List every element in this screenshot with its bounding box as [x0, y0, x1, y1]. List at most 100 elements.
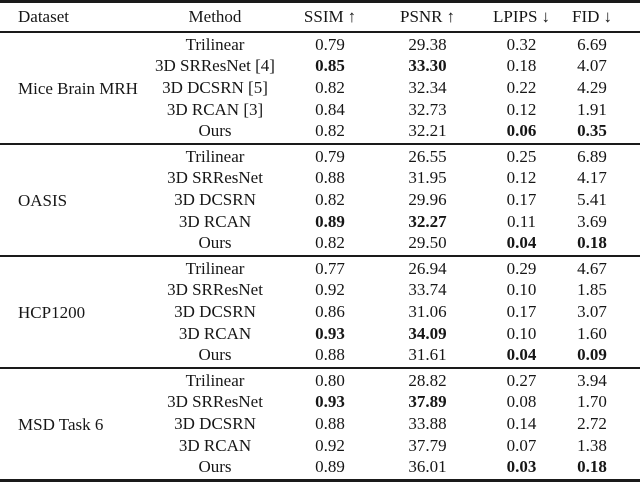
ssim-value-cell: 0.82 [315, 77, 345, 97]
fid-value-cell: 6.69 [577, 34, 607, 54]
fid-value-cell: 4.67 [577, 258, 607, 278]
ssim-value-cell: 0.82 [315, 120, 345, 140]
lpips-value-cell: 0.10 [506, 279, 537, 299]
psnr-value-cell: 34.09 [408, 323, 447, 343]
fid-value-cell: 1.60 [577, 323, 607, 343]
table-row: 3D RCAN [3] 0.84 32.73 0.12 1.91 [0, 99, 640, 121]
method-cell: 3D RCAN [178, 323, 252, 343]
ssim-value-cell: 0.85 [315, 55, 345, 75]
lpips-value-cell: 0.12 [506, 167, 537, 187]
dataset-label: Mice Brain MRH [18, 78, 138, 98]
ssim-value-cell: 0.82 [315, 232, 345, 252]
lpips-value-cell: 0.04 [506, 232, 537, 252]
method-cell: 3D RCAN [178, 435, 252, 455]
psnr-value-cell: 29.38 [408, 34, 447, 54]
fid-value-cell: 0.18 [577, 456, 607, 476]
method-cell: 3D SRResNet [167, 279, 263, 299]
psnr-value-cell: 32.34 [408, 77, 447, 97]
psnr-value-cell: 37.89 [408, 391, 447, 411]
table-row: MSD Task 6 Trilinear 0.80 28.82 0.27 3.94 [0, 368, 640, 434]
method-cell: Trilinear [185, 34, 245, 54]
fid-value-cell: 1.70 [577, 391, 607, 411]
lpips-value-cell: 0.08 [506, 391, 537, 411]
fid-value-cell: 3.07 [577, 301, 607, 321]
column-header-label: SSIM [303, 6, 344, 26]
psnr-value-cell: 33.74 [408, 279, 447, 299]
psnr-value-cell: 37.79 [408, 435, 447, 455]
lpips-value-cell: 0.17 [506, 301, 537, 321]
lpips-value-cell: 0.11 [506, 211, 537, 231]
lpips-value-cell: 0.03 [506, 456, 537, 476]
fid-value-cell: 1.85 [577, 279, 607, 299]
column-header-label: Dataset [18, 6, 69, 26]
column-header-label: PSNR [399, 6, 443, 26]
table-row: 3D RCAN 0.92 37.79 0.07 1.38 [0, 435, 640, 457]
lpips-value-cell: 0.32 [506, 34, 537, 54]
dataset-label: HCP1200 [18, 302, 86, 322]
ssim-value-cell: 0.92 [315, 279, 345, 299]
lpips-value-cell: 0.12 [506, 99, 537, 119]
method-cell: Ours [198, 344, 232, 364]
method-cell: Trilinear [185, 370, 245, 390]
dataset-group-hcp1200: HCP1200 Trilinear 0.77 26.94 0.29 4.67 3D SRRe… [0, 255, 640, 368]
psnr-value-cell: 26.94 [408, 258, 447, 278]
table-header: Dataset Method SSIM ↑ PSNR ↑ LPIPS ↓ FID ↓ [0, 2, 640, 32]
fid-value-cell: 0.18 [577, 232, 607, 252]
table-row: Ours 0.82 29.50 0.04 0.18 [0, 233, 640, 256]
down-arrow-icon: ↓ [541, 6, 550, 26]
fid-value-cell: 4.29 [577, 77, 607, 97]
fid-value-cell: 0.35 [577, 120, 607, 140]
psnr-value-cell: 31.61 [408, 344, 447, 364]
ssim-value-cell: 0.77 [315, 258, 345, 278]
psnr-value-cell: 32.73 [408, 99, 447, 119]
ssim-value-cell: 0.84 [315, 99, 345, 119]
ssim-value-cell: 0.89 [315, 211, 345, 231]
up-arrow-icon: ↑ [446, 6, 456, 26]
psnr-value-cell: 29.96 [408, 189, 447, 209]
fid-value-cell: 4.07 [577, 55, 607, 75]
table-row: Mice Brain MRH Trilinear 0.79 29.38 0.32 6.69 [0, 32, 640, 98]
dataset-label: OASIS [18, 190, 68, 210]
psnr-value-cell: 33.88 [408, 413, 447, 433]
ssim-value-cell: 0.82 [315, 189, 345, 209]
lpips-value-cell: 0.17 [506, 189, 537, 209]
table-row: HCP1200 Trilinear 0.77 26.94 0.29 4.67 [0, 256, 640, 322]
fid-value-cell: 4.17 [577, 167, 607, 187]
table-row: 3D DCSRN 0.82 29.96 0.17 5.41 [0, 189, 640, 211]
table-row: Ours 0.82 32.21 0.06 0.35 [0, 121, 640, 144]
ssim-value-cell: 0.80 [315, 370, 345, 390]
psnr-value-cell: 28.82 [408, 370, 447, 390]
column-header-psnr: PSNR ↑ [380, 2, 475, 32]
lpips-value-cell: 0.29 [506, 258, 537, 278]
psnr-value-cell: 32.27 [408, 211, 447, 231]
fid-value-cell: 5.41 [577, 189, 607, 209]
method-cell: Ours [198, 456, 232, 476]
results-table: Dataset Method SSIM ↑ PSNR ↑ LPIPS ↓ FID ↓ Mice B… [0, 0, 640, 482]
column-header-lpips: LPIPS ↓ [475, 2, 568, 32]
table-row: 3D RCAN 0.89 32.27 0.11 3.69 [0, 211, 640, 233]
column-header-ssim: SSIM ↑ [280, 2, 380, 32]
fid-value-cell: 6.89 [577, 146, 607, 166]
column-header-method: Method [150, 2, 280, 32]
table-row: Ours 0.88 31.61 0.04 0.09 [0, 345, 640, 368]
table-row: 3D RCAN 0.93 34.09 0.10 1.60 [0, 323, 640, 345]
method-cell: Ours [198, 120, 232, 140]
ssim-value-cell: 0.93 [315, 323, 345, 343]
column-header-label: LPIPS [493, 6, 538, 26]
ssim-value-cell: 0.93 [315, 391, 345, 411]
table-row: 3D DCSRN [5] 0.82 32.34 0.22 4.29 [0, 77, 640, 99]
psnr-value-cell: 32.21 [408, 120, 447, 140]
psnr-value-cell: 33.30 [408, 55, 447, 75]
lpips-value-cell: 0.04 [506, 344, 537, 364]
lpips-value-cell: 0.27 [506, 370, 537, 390]
dataset-group-mice-brain-mrh: Mice Brain MRH Trilinear 0.79 29.38 0.32 6.69… [0, 31, 640, 144]
table-row: 3D SRResNet 0.92 33.74 0.10 1.85 [0, 279, 640, 301]
lpips-value-cell: 0.07 [506, 435, 537, 455]
method-cell: 3D SRResNet [167, 391, 263, 411]
method-cell: 3D DCSRN [174, 301, 256, 321]
dataset-group-oasis: OASIS Trilinear 0.79 26.55 0.25 6.89 3D SRResN… [0, 143, 640, 256]
fid-value-cell: 2.72 [577, 413, 607, 433]
fid-value-cell: 3.69 [577, 211, 607, 231]
fid-value-cell: 0.09 [577, 344, 607, 364]
